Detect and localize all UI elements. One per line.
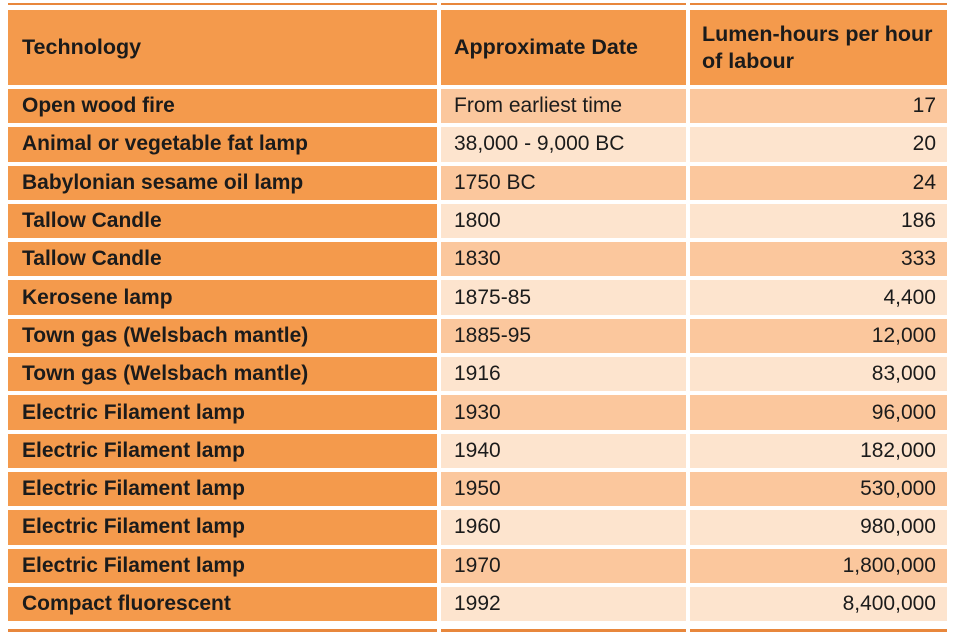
cell-lumen-hours: 1,800,000 [690, 548, 947, 583]
table-row: Electric Filament lamp 1970 1,800,000 [8, 548, 947, 583]
cell-technology: Babylonian sesame oil lamp [8, 165, 437, 200]
cell-lumen-hours: 8,400,000 [690, 586, 947, 622]
cell-lumen-hours: 96,000 [690, 395, 947, 430]
cell-technology: Town gas (Welsbach mantle) [8, 318, 437, 354]
table-row: Tallow Candle 1800 186 [8, 203, 947, 239]
cell-technology: Electric Filament lamp [8, 395, 437, 430]
border-segment [441, 3, 686, 5]
cell-technology: Open wood fire [8, 89, 437, 124]
cell-lumen-hours: 24 [690, 165, 947, 200]
cell-technology: Animal or vegetable fat lamp [8, 127, 437, 162]
cell-approximate-date: 1950 [441, 471, 686, 507]
table-row: Animal or vegetable fat lamp 38,000 - 9,… [8, 127, 947, 162]
cell-approximate-date: 1940 [441, 433, 686, 468]
border-segment [690, 629, 947, 632]
table-row: Town gas (Welsbach mantle) 1916 83,000 [8, 357, 947, 392]
border-segment [8, 629, 437, 632]
table-bottom-border [8, 629, 947, 632]
header-lumen-hours: Lumen-hours per hour of labour [690, 10, 947, 85]
border-segment [690, 3, 947, 5]
cell-approximate-date: 1830 [441, 242, 686, 277]
cell-approximate-date: From earliest time [441, 89, 686, 124]
cell-approximate-date: 1960 [441, 510, 686, 545]
cell-approximate-date: 1885-95 [441, 318, 686, 354]
cell-technology: Town gas (Welsbach mantle) [8, 357, 437, 392]
table-row: Electric Filament lamp 1930 96,000 [8, 395, 947, 430]
cell-approximate-date: 1970 [441, 548, 686, 583]
table-row: Electric Filament lamp 1960 980,000 [8, 510, 947, 545]
table-row: Kerosene lamp 1875-85 4,400 [8, 280, 947, 315]
cell-technology: Electric Filament lamp [8, 510, 437, 545]
cell-technology: Tallow Candle [8, 203, 437, 239]
cell-approximate-date: 1750 BC [441, 165, 686, 200]
cell-lumen-hours: 4,400 [690, 280, 947, 315]
cell-technology: Electric Filament lamp [8, 471, 437, 507]
border-segment [441, 629, 686, 632]
cell-approximate-date: 1992 [441, 586, 686, 622]
cell-technology: Electric Filament lamp [8, 433, 437, 468]
cell-lumen-hours: 333 [690, 242, 947, 277]
cell-approximate-date: 1916 [441, 357, 686, 392]
cell-technology: Electric Filament lamp [8, 548, 437, 583]
cell-approximate-date: 38,000 - 9,000 BC [441, 127, 686, 162]
table-body: Open wood fire From earliest time 17 Ani… [8, 89, 947, 625]
table-top-border [8, 3, 947, 5]
table-row: Open wood fire From earliest time 17 [8, 89, 947, 124]
header-approximate-date: Approximate Date [441, 10, 686, 85]
table-row: Electric Filament lamp 1950 530,000 [8, 471, 947, 507]
cell-lumen-hours: 186 [690, 203, 947, 239]
cell-technology: Tallow Candle [8, 242, 437, 277]
table-row: Electric Filament lamp 1940 182,000 [8, 433, 947, 468]
border-segment [8, 3, 437, 5]
cell-technology: Compact fluorescent [8, 586, 437, 622]
cell-lumen-hours: 530,000 [690, 471, 947, 507]
cell-lumen-hours: 980,000 [690, 510, 947, 545]
table-header-row: Technology Approximate Date Lumen-hours … [8, 10, 947, 85]
cell-lumen-hours: 182,000 [690, 433, 947, 468]
cell-approximate-date: 1930 [441, 395, 686, 430]
cell-lumen-hours: 17 [690, 89, 947, 124]
table-row: Town gas (Welsbach mantle) 1885-95 12,00… [8, 318, 947, 354]
cell-lumen-hours: 20 [690, 127, 947, 162]
cell-approximate-date: 1875-85 [441, 280, 686, 315]
cell-technology: Kerosene lamp [8, 280, 437, 315]
table-row: Babylonian sesame oil lamp 1750 BC 24 [8, 165, 947, 200]
cell-approximate-date: 1800 [441, 203, 686, 239]
header-technology: Technology [8, 10, 437, 85]
table-row: Tallow Candle 1830 333 [8, 242, 947, 277]
table-row: Compact fluorescent 1992 8,400,000 [8, 586, 947, 622]
cell-lumen-hours: 12,000 [690, 318, 947, 354]
cell-lumen-hours: 83,000 [690, 357, 947, 392]
